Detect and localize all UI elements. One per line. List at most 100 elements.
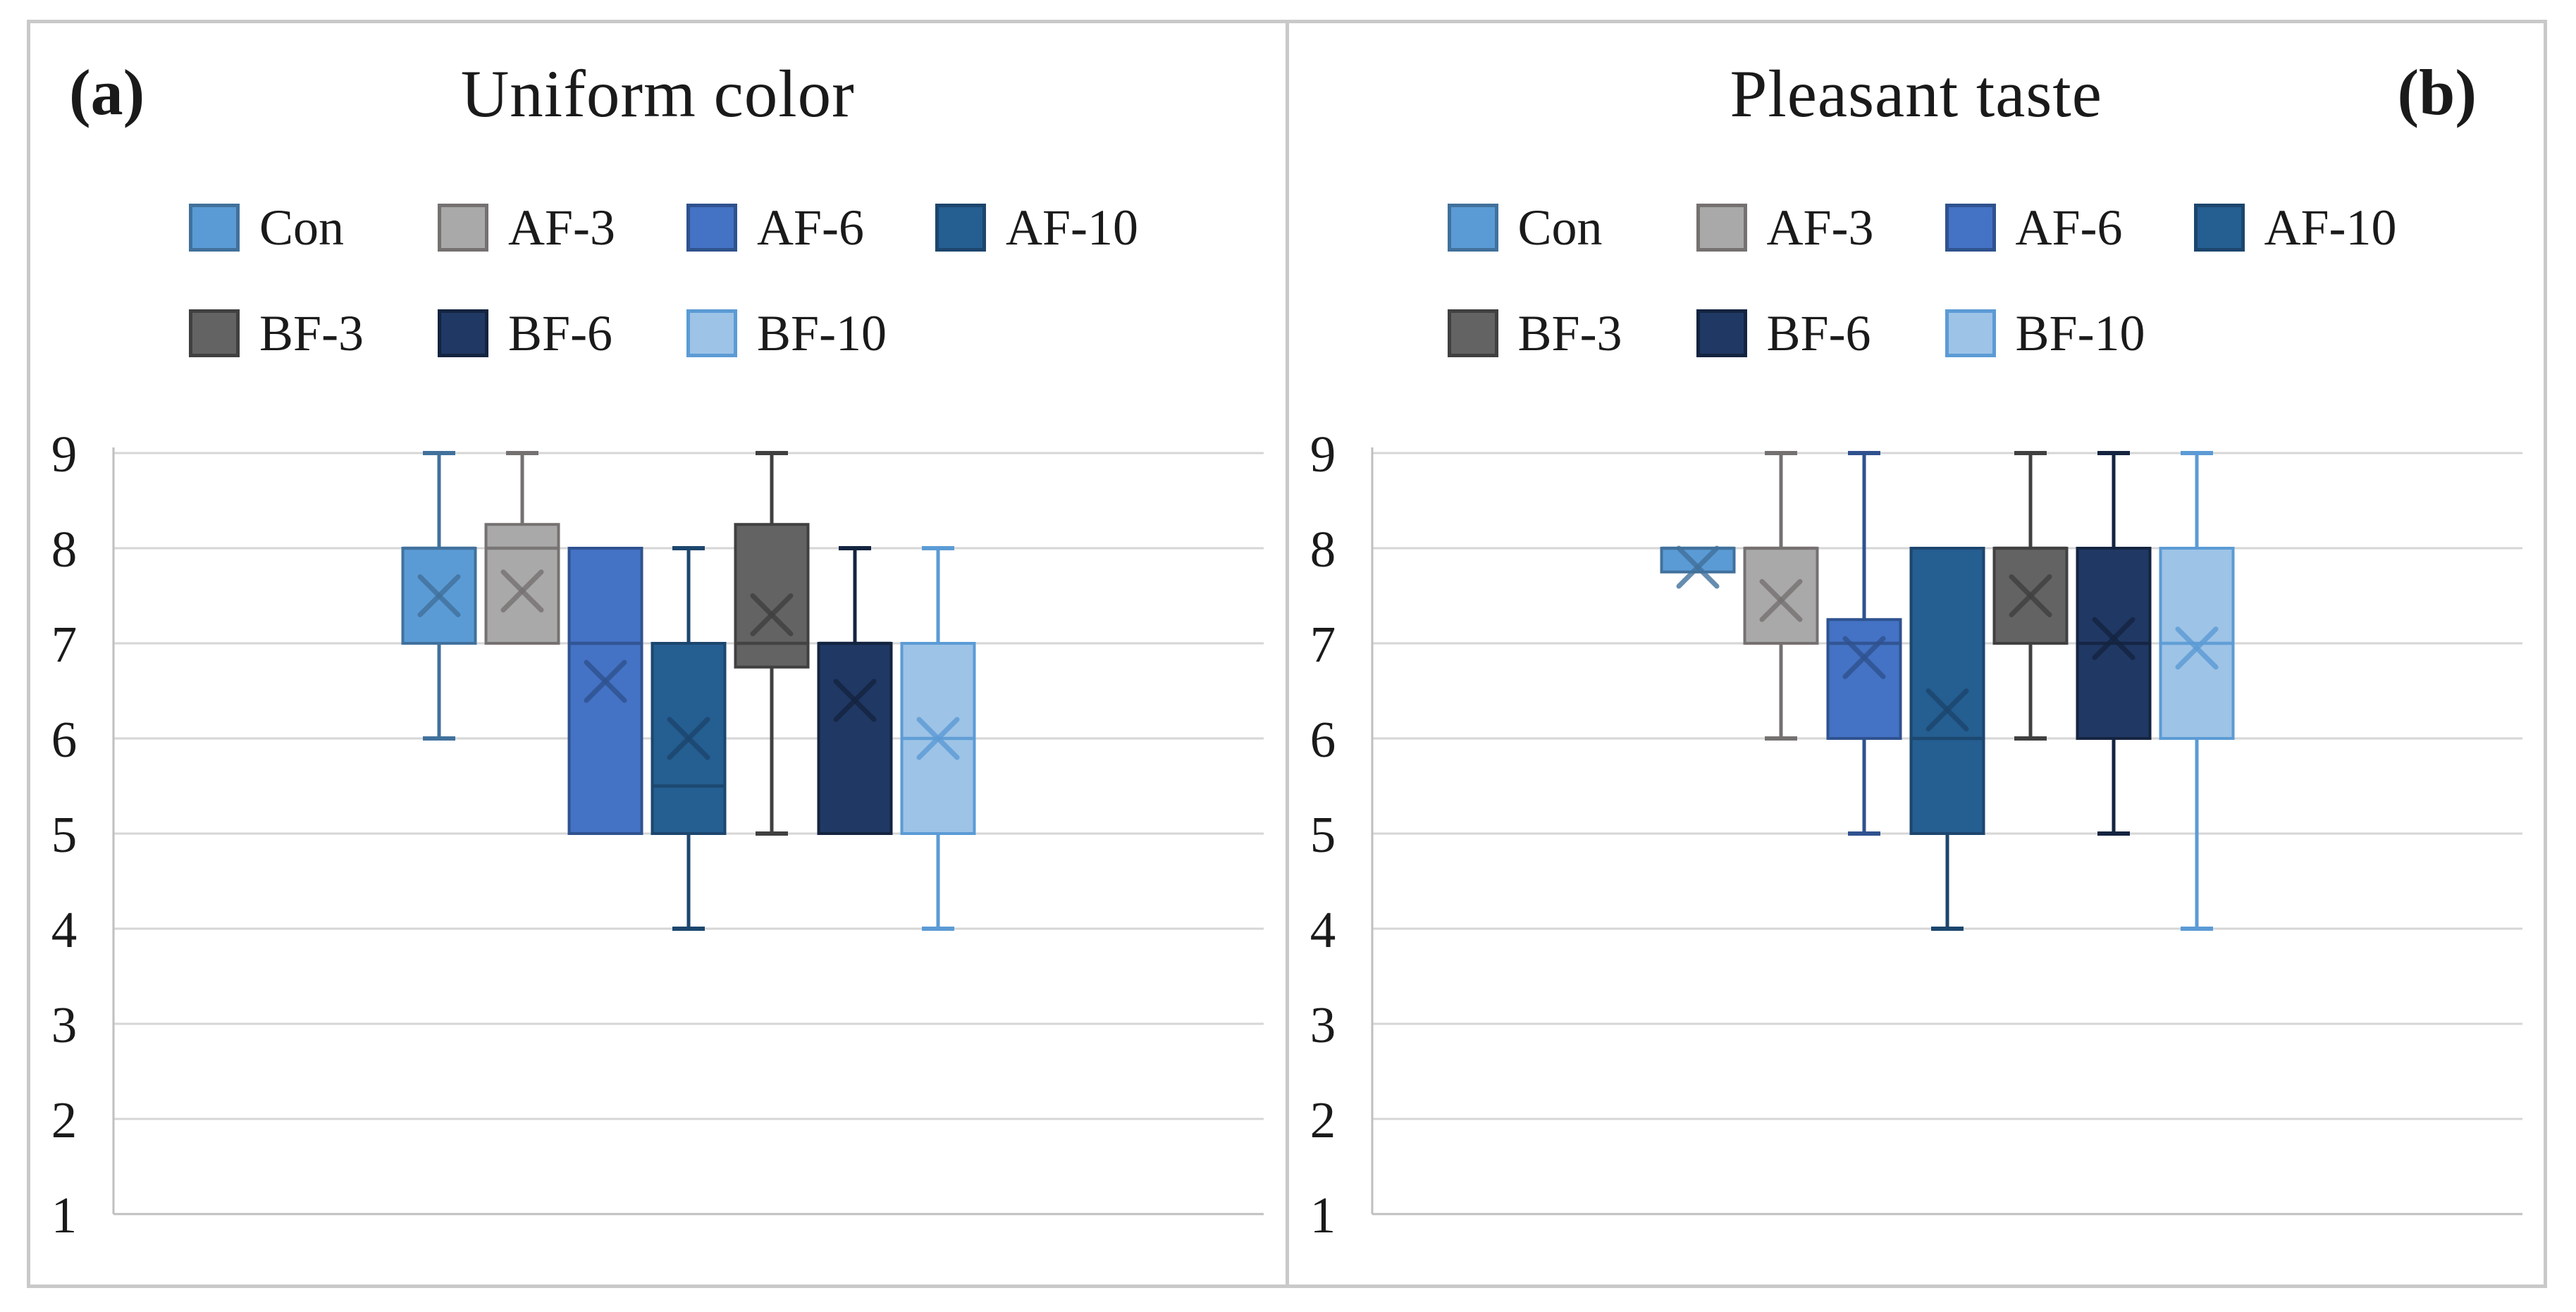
legend-label: AF-10 xyxy=(1006,199,1139,256)
legend-swatch-bf-10 xyxy=(1945,309,1996,357)
legend-row: BF-3 BF-6 BF-10 xyxy=(1447,280,2443,386)
legend-label: AF-10 xyxy=(2264,199,2397,256)
legend-label: AF-6 xyxy=(2015,199,2123,256)
legend-row: Con AF-3 AF-6 AF-10 xyxy=(1447,175,2443,280)
y-tick-label-9: 9 xyxy=(1309,426,1336,483)
mean-x-marker xyxy=(916,717,960,760)
legend-label: BF-10 xyxy=(757,304,887,361)
boxplot-figure: (a) Uniform color Con AF-3 AF-6 AF-10 BF-3 BF… xyxy=(27,20,2547,1288)
legend-row: Con AF-3 AF-6 AF-10 xyxy=(189,175,1184,280)
panel-b-legend: Con AF-3 AF-6 AF-10 BF-3 BF-6 BF-10 xyxy=(1447,175,2443,386)
iqr-box xyxy=(567,547,643,835)
legend-swatch-af-6 xyxy=(686,204,737,252)
mean-x-marker xyxy=(2009,574,2052,617)
mean-x-marker xyxy=(500,569,544,613)
panel-a-legend: Con AF-3 AF-6 AF-10 BF-3 BF-6 BF-10 xyxy=(189,175,1184,386)
legend-item-bf-6: BF-6 xyxy=(1696,304,1945,363)
panel-b-corner-label: (b) xyxy=(2397,56,2477,128)
box-series-af-6 xyxy=(1826,451,1902,836)
box-series-bf-3 xyxy=(734,451,810,836)
box-series-af-10 xyxy=(651,546,727,931)
y-tick-label-1: 1 xyxy=(1309,1187,1336,1244)
mean-x-marker xyxy=(667,717,710,760)
legend-item-af-10: AF-10 xyxy=(935,199,1184,257)
panel-a-corner-label: (a) xyxy=(69,56,145,128)
mean-x-marker xyxy=(1759,578,1802,622)
mean-x-marker xyxy=(584,660,627,703)
panel-b-title: Pleasant taste xyxy=(1730,56,2102,131)
legend-label: BF-6 xyxy=(1766,304,1871,361)
y-tick-label-4: 4 xyxy=(51,901,78,958)
y-tick-label-2: 2 xyxy=(51,1091,78,1149)
legend-item-bf-3: BF-3 xyxy=(189,304,438,363)
mean-x-marker xyxy=(1842,636,1885,679)
legend-swatch-af-3 xyxy=(1696,204,1747,252)
y-tick-label-3: 3 xyxy=(1309,996,1336,1053)
y-tick-label-8: 8 xyxy=(51,521,78,578)
legend-swatch-bf-3 xyxy=(1447,309,1498,357)
legend-label: BF-6 xyxy=(508,304,613,361)
box-series-bf-6 xyxy=(2076,451,2151,836)
y-tick-label-7: 7 xyxy=(1309,616,1336,673)
y-tick-label-7: 7 xyxy=(51,616,78,673)
legend-label: Con xyxy=(259,199,345,256)
legend-item-af-3: AF-3 xyxy=(1696,199,1945,257)
legend-label: AF-6 xyxy=(757,199,865,256)
mean-x-marker xyxy=(833,679,877,722)
box-series-af-6 xyxy=(567,547,643,835)
y-tick-label-5: 5 xyxy=(51,806,78,863)
legend-item-bf-3: BF-3 xyxy=(1447,304,1696,363)
panel-pleasant-taste: (b) Pleasant taste Con AF-3 AF-6 AF-10 BF-3 B… xyxy=(1289,23,2544,1285)
legend-item-af-10: AF-10 xyxy=(2193,199,2443,257)
panel-b-box-plot: 1 2 3 4 5 6 7 8 9 xyxy=(1309,426,2522,1244)
box-series-af-10 xyxy=(1909,547,1985,931)
y-tick-label-6: 6 xyxy=(1309,711,1336,768)
panel-divider xyxy=(1285,23,1289,1285)
mean-x-marker xyxy=(750,593,794,636)
legend-swatch-con xyxy=(1447,204,1498,252)
legend-swatch-bf-6 xyxy=(1696,309,1747,357)
legend-item-af-3: AF-3 xyxy=(438,199,686,257)
legend-item-af-6: AF-6 xyxy=(1945,199,2194,257)
y-tick-label-3: 3 xyxy=(51,996,78,1053)
mean-x-marker xyxy=(1925,688,1968,731)
iqr-box xyxy=(484,523,560,645)
iqr-box xyxy=(734,523,810,669)
box-series-bf-10 xyxy=(2159,451,2234,931)
mean-x-marker xyxy=(2175,626,2218,670)
legend-item-bf-10: BF-10 xyxy=(1945,304,2194,363)
iqr-box xyxy=(1743,547,1818,645)
legend-swatch-af-6 xyxy=(1945,204,1996,252)
legend-label: Con xyxy=(1517,199,1603,256)
legend-row: BF-3 BF-6 BF-10 xyxy=(189,280,1184,386)
legend-swatch-af-10 xyxy=(2193,204,2245,252)
legend-swatch-af-10 xyxy=(935,204,986,252)
legend-label: AF-3 xyxy=(1766,199,1874,256)
legend-label: AF-3 xyxy=(508,199,616,256)
legend-swatch-con xyxy=(189,204,240,252)
iqr-box xyxy=(1909,547,1985,835)
y-tick-label-8: 8 xyxy=(1309,521,1336,578)
box-series-bf-6 xyxy=(817,546,893,835)
legend-swatch-bf-10 xyxy=(686,309,737,357)
box-series-bf-3 xyxy=(1992,451,2068,741)
box-series-af-3 xyxy=(484,451,560,645)
y-tick-label-2: 2 xyxy=(1309,1091,1336,1149)
legend-label: BF-10 xyxy=(2015,304,2145,361)
legend-label: BF-3 xyxy=(1517,304,1622,361)
box-series-af-3 xyxy=(1743,451,1818,741)
iqr-box xyxy=(1826,618,1902,740)
y-tick-label-4: 4 xyxy=(1309,901,1336,958)
legend-item-con: Con xyxy=(189,199,438,257)
legend-swatch-af-3 xyxy=(438,204,488,252)
y-tick-label-5: 5 xyxy=(1309,806,1336,863)
box-series-bf-10 xyxy=(900,546,976,931)
legend-item-af-6: AF-6 xyxy=(686,199,935,257)
box-series-con xyxy=(401,451,477,741)
mean-x-marker xyxy=(417,574,461,617)
legend-item-bf-10: BF-10 xyxy=(686,304,935,363)
y-tick-label-1: 1 xyxy=(51,1187,78,1244)
box-series-con xyxy=(1660,545,1735,589)
mean-x-marker xyxy=(1676,545,1719,589)
